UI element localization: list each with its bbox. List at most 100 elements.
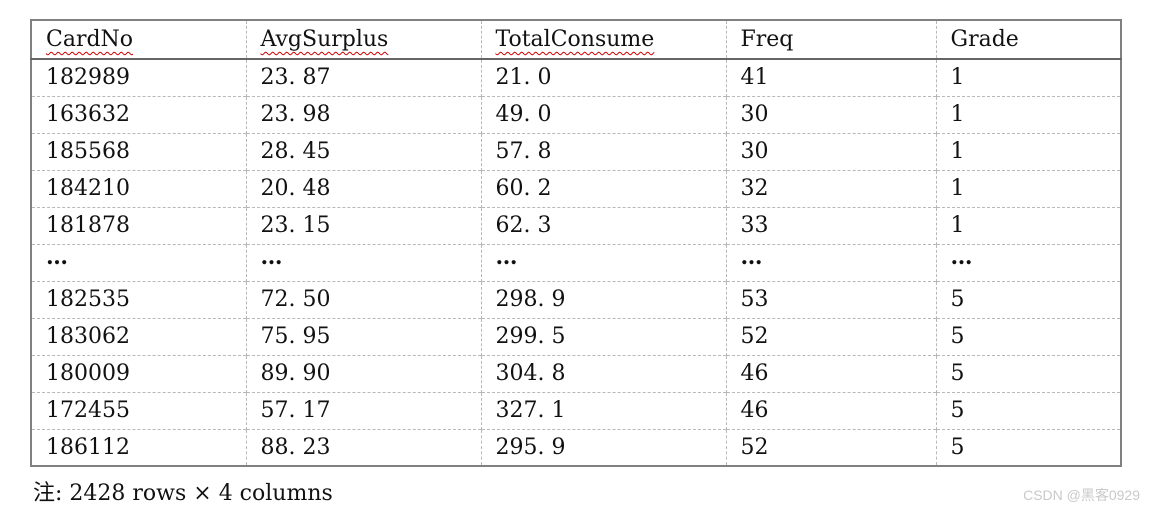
table-cell: 1 [936,59,1121,96]
table-cell: 60. 2 [481,169,727,207]
table-cell: … [31,243,247,281]
column-header-label: Grade [950,27,1019,52]
table-cell-text: … [740,244,764,270]
column-header-label: CardNo [46,27,134,52]
table-cell-text: 5 [950,361,965,386]
table-row: 163632 23. 98 49. 0 30 1 [31,95,1121,133]
table-cell-text: 298. 9 [495,287,566,312]
table-cell-text: 20. 48 [260,176,331,201]
table-cell-text: 185568 [46,139,130,164]
column-header-label: TotalConsume [495,27,655,52]
table-cell-text: 1 [950,139,965,164]
table-cell: 5 [936,317,1121,355]
table-cell-text: 88. 23 [260,434,331,460]
table-cell: 1 [936,132,1121,170]
table-cell-text: 327. 1 [495,398,566,423]
table-cell-text: 183062 [46,324,130,349]
table-cell-text: 299. 5 [495,324,566,349]
table-cell: 183062 [31,317,247,355]
table-cell: 186112 [31,428,247,466]
table-cell: 57. 8 [481,132,727,170]
table-cell-text: 89. 90 [260,361,331,386]
table-cell: 1 [936,206,1121,244]
table-cell: 46 [726,391,937,429]
table-body: 182989 23. 87 21. 0 41 1 163632 23. 98 49. 0 30 1… [31,59,1121,466]
table-cell-text: 1 [950,65,965,91]
table-cell-text: 181878 [46,213,130,238]
table-cell-text: 28. 45 [260,139,331,164]
table-cell-text: 41 [740,65,769,91]
table-cell-text: 33 [740,213,769,238]
table-cell-text: 23. 15 [260,213,331,238]
header-row: CardNo AvgSurplus TotalConsume Freq Grade [31,20,1121,60]
column-header-totalconsume: TotalConsume [481,20,727,60]
table-cell-text: … [950,244,974,270]
row-count-note: 注: 2428 rows × 4 columns [33,481,333,506]
table-cell-text: 184210 [46,176,130,201]
table-cell-text: 21. 0 [495,65,552,91]
table-cell-text: 1 [950,176,965,201]
table-cell-text: 62. 3 [495,213,552,238]
table-cell: 30 [726,95,937,133]
table-cell-text: 72. 50 [260,287,331,312]
table-row: 185568 28. 45 57. 8 30 1 [31,132,1121,170]
table-cell: 41 [726,59,937,96]
table-cell: 1 [936,95,1121,133]
column-header-cardno: CardNo [31,20,247,60]
table-cell: 182989 [31,59,247,96]
table-row: 180009 89. 90 304. 8 46 5 [31,354,1121,392]
table-cell: 298. 9 [481,280,727,318]
data-table: CardNo AvgSurplus TotalConsume Freq Grade 18… [30,19,1122,467]
table-cell: 32 [726,169,937,207]
table-cell-text: 52 [740,434,769,460]
table-cell-text: 75. 95 [260,324,331,349]
table-cell: 23. 87 [246,59,482,96]
column-header-label: Freq [740,27,794,52]
table-cell-text: 30 [740,102,769,127]
table-row: 182989 23. 87 21. 0 41 1 [31,59,1121,96]
table-cell-text: 1 [950,213,965,238]
table-cell-text: 163632 [46,102,130,127]
table-cell-text: 172455 [46,398,130,423]
table-row: 172455 57. 17 327. 1 46 5 [31,391,1121,429]
table-cell: 52 [726,428,937,466]
table-row: 184210 20. 48 60. 2 32 1 [31,169,1121,207]
column-header-avgsurplus: AvgSurplus [246,20,482,60]
table-cell: 5 [936,428,1121,466]
table-cell: 185568 [31,132,247,170]
table-cell: 28. 45 [246,132,482,170]
table-cell: 46 [726,354,937,392]
table-cell-text: 304. 8 [495,361,566,386]
table-cell-text: 23. 87 [260,65,331,91]
table-cell: 184210 [31,169,247,207]
table-cell: 89. 90 [246,354,482,392]
table-cell-text: 182989 [46,65,130,91]
table-cell-text: 57. 8 [495,139,552,164]
table-cell-text: 5 [950,434,965,460]
table-cell: 49. 0 [481,95,727,133]
table-cell-text: 23. 98 [260,102,331,127]
table-cell: 52 [726,317,937,355]
table-cell: 304. 8 [481,354,727,392]
column-header-label: AvgSurplus [260,27,389,52]
table-cell-text: 5 [950,324,965,349]
table-cell-text: 186112 [46,434,130,460]
table-cell: 57. 17 [246,391,482,429]
table-cell: 72. 50 [246,280,482,318]
table-cell-text: … [495,244,519,270]
table-cell: 1 [936,169,1121,207]
table-cell-text: 1 [950,102,965,127]
table-cell: … [246,243,482,281]
table-cell-text: 5 [950,287,965,312]
table-cell: 172455 [31,391,247,429]
table-cell: 5 [936,354,1121,392]
table-cell: 33 [726,206,937,244]
table-cell-text: 295. 9 [495,434,566,460]
table-row: 181878 23. 15 62. 3 33 1 [31,206,1121,244]
table-cell-text: 32 [740,176,769,201]
table-cell-text: 60. 2 [495,176,552,201]
table-cell: 299. 5 [481,317,727,355]
table-cell-text: 57. 17 [260,398,331,423]
table-cell: 30 [726,132,937,170]
